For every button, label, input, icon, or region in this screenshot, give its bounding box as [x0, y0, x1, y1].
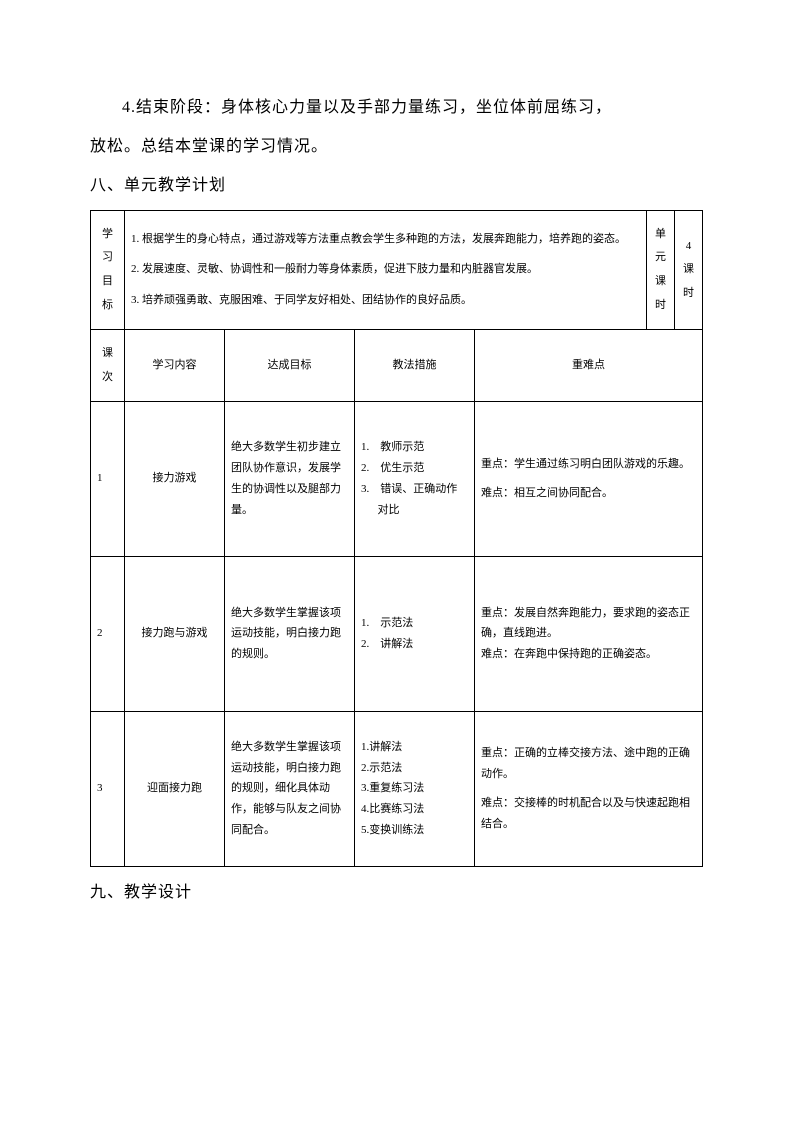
goal-2: 2. 发展速度、灵敏、协调性和一般耐力等身体素质，促进下肢力量和内脏器官发展。 — [131, 259, 640, 280]
section-8-heading: 八、单元教学计划 — [90, 168, 703, 203]
row3-content: 迎面接力跑 — [125, 711, 225, 866]
header-method: 教法措施 — [355, 330, 475, 402]
header-target: 达成目标 — [225, 330, 355, 402]
intro-paragraph-line1: 4.结束阶段：身体核心力量以及手部力量练习，坐位体前屈练习， — [90, 90, 703, 125]
goal-row: 学 习 目 标 1. 根据学生的身心特点，通过游戏等方法重点教会学生多种跑的方法… — [91, 210, 703, 330]
row1-num: 1 — [91, 401, 125, 556]
header-lesson: 课 次 — [91, 330, 125, 402]
unit-hours-label-cell: 单 元 课 时 — [647, 210, 675, 330]
table-row: 3 迎面接力跑 绝大多数学生掌握该项运动技能，明白接力跑的规则，细化具体动作，能… — [91, 711, 703, 866]
table-row: 1 接力游戏 绝大多数学生初步建立团队协作意识，发展学生的协调性以及腿部力量。 … — [91, 401, 703, 556]
header-row: 课 次 学习内容 达成目标 教法措施 重难点 — [91, 330, 703, 402]
goal-content-cell: 1. 根据学生的身心特点，通过游戏等方法重点教会学生多种跑的方法，发展奔跑能力，… — [125, 210, 647, 330]
header-keypoint: 重难点 — [475, 330, 703, 402]
row3-keypoint: 重点：正确的立棒交接方法、途中跑的正确动作。 难点：交接棒的时机配合以及与快速起… — [475, 711, 703, 866]
row2-target: 绝大多数学生掌握该项运动技能，明白接力跑的规则。 — [225, 556, 355, 711]
unit-hours-value-cell: 4 课 时 — [675, 210, 703, 330]
goal-3: 3. 培养顽强勇敢、克服困难、于同学友好相处、团结协作的良好品质。 — [131, 290, 640, 311]
row1-content: 接力游戏 — [125, 401, 225, 556]
row2-method: 1. 示范法 2. 讲解法 — [355, 556, 475, 711]
row3-method: 1.讲解法 2.示范法 3.重复练习法 4.比赛练习法 5.变换训练法 — [355, 711, 475, 866]
goal-label-cell: 学 习 目 标 — [91, 210, 125, 330]
row1-keypoint: 重点：学生通过练习明白团队游戏的乐趣。 难点：相互之间协同配合。 — [475, 401, 703, 556]
row1-target: 绝大多数学生初步建立团队协作意识，发展学生的协调性以及腿部力量。 — [225, 401, 355, 556]
section-9-heading: 九、教学设计 — [90, 875, 703, 910]
unit-plan-table: 学 习 目 标 1. 根据学生的身心特点，通过游戏等方法重点教会学生多种跑的方法… — [90, 210, 703, 867]
table-row: 2 接力跑与游戏 绝大多数学生掌握该项运动技能，明白接力跑的规则。 1. 示范法… — [91, 556, 703, 711]
header-content: 学习内容 — [125, 330, 225, 402]
row2-content: 接力跑与游戏 — [125, 556, 225, 711]
intro-paragraph-line2: 放松。总结本堂课的学习情况。 — [90, 129, 703, 164]
row2-num: 2 — [91, 556, 125, 711]
row1-method: 1. 教师示范 2. 优生示范 3. 错误、正确动作对比 — [355, 401, 475, 556]
goal-1: 1. 根据学生的身心特点，通过游戏等方法重点教会学生多种跑的方法，发展奔跑能力，… — [131, 229, 640, 250]
row3-target: 绝大多数学生掌握该项运动技能，明白接力跑的规则，细化具体动作，能够与队友之间协同… — [225, 711, 355, 866]
row3-num: 3 — [91, 711, 125, 866]
row2-keypoint: 重点：发展自然奔跑能力，要求跑的姿态正确，直线跑进。 难点：在奔跑中保持跑的正确… — [475, 556, 703, 711]
